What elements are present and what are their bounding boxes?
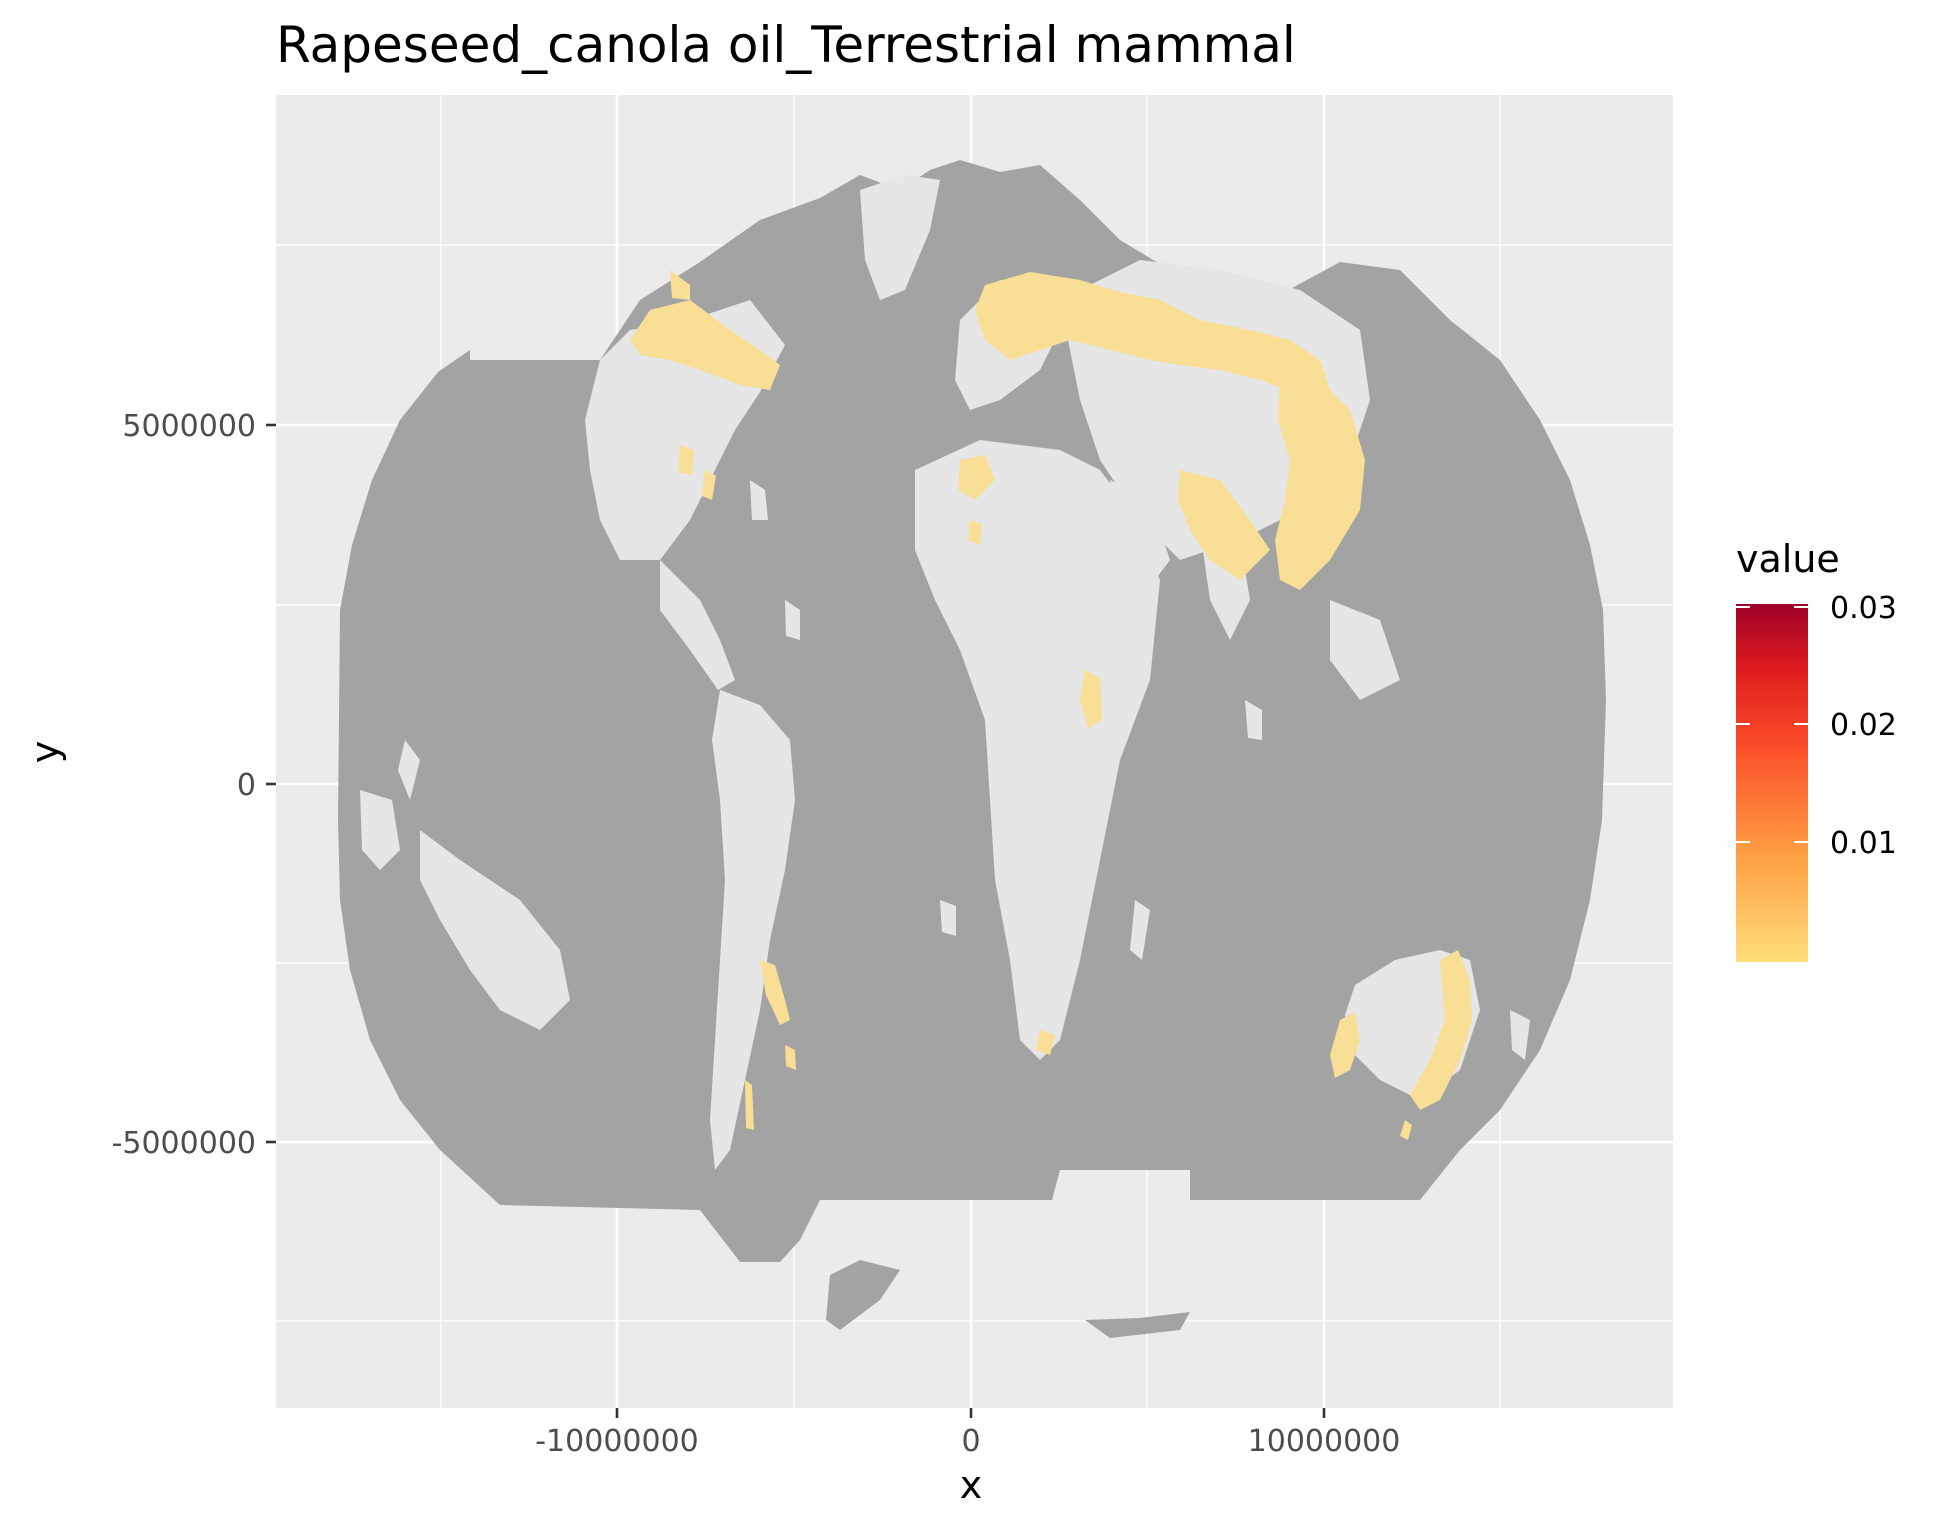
map-layer	[338, 160, 1606, 1338]
x-axis-title: x	[960, 1463, 983, 1507]
y-tick-label: -5000000	[112, 1126, 256, 1161]
colorbar-ticks	[1736, 606, 1808, 843]
y-axis: 5000000 0 -5000000 y	[23, 409, 276, 1161]
y-tick-label: 5000000	[122, 409, 256, 444]
rapeseed-value-areas	[630, 270, 1472, 1140]
colorbar	[1736, 604, 1808, 962]
legend-tick-label: 0.03	[1830, 591, 1897, 626]
legend-title: value	[1736, 537, 1840, 581]
legend-tick-label: 0.02	[1830, 708, 1897, 743]
y-axis-title: y	[23, 741, 67, 764]
legend-tick-label: 0.01	[1830, 826, 1897, 861]
x-tick-label: -10000000	[535, 1424, 699, 1459]
chart-title: Rapeseed_canola oil_Terrestrial mammal	[276, 16, 1296, 74]
y-tick-label: 0	[237, 768, 256, 803]
x-tick-label: 10000000	[1248, 1424, 1401, 1459]
x-tick-label: 0	[961, 1424, 980, 1459]
x-axis: -10000000 0 10000000 x	[535, 1408, 1400, 1507]
legend: value 0.03 0.02 0.01	[1736, 537, 1897, 962]
